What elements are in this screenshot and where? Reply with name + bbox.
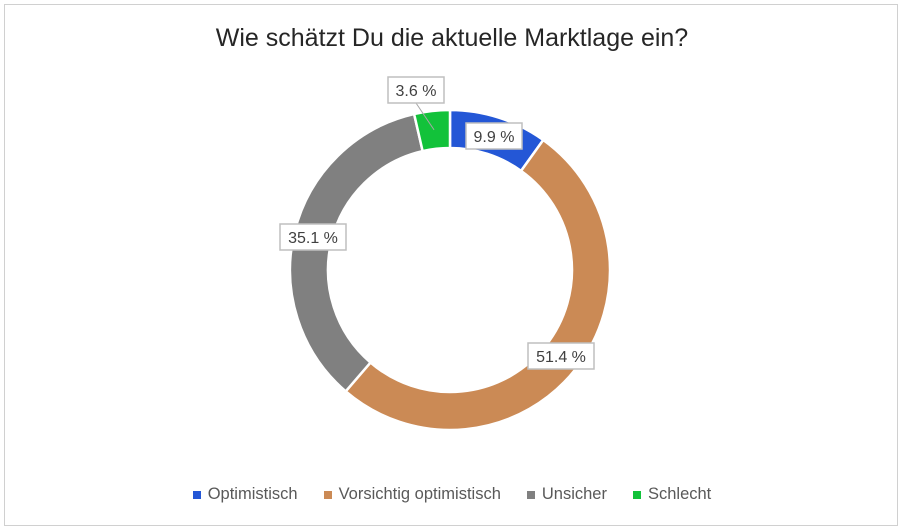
legend-label: Schlecht <box>647 485 712 503</box>
legend-item: Vorsichtig optimistisch <box>323 485 501 504</box>
legend-swatch <box>323 490 332 499</box>
legend-label: Unsicher <box>541 485 607 503</box>
donut-slice-unsicher <box>288 112 425 394</box>
data-label-box <box>279 223 347 251</box>
legend-label: Vorsichtig optimistisch <box>338 485 501 503</box>
data-label-text: 3.6 % <box>396 83 437 100</box>
legend-item: Schlecht <box>632 485 712 504</box>
data-label: 3.6 % <box>387 76 445 104</box>
data-label-box <box>387 76 445 104</box>
donut-slice-schlecht <box>412 108 452 153</box>
data-label-box <box>527 342 595 370</box>
legend-item: Optimistisch <box>192 485 298 504</box>
legend-item: Unsicher <box>526 485 607 504</box>
legend-swatch <box>192 490 201 499</box>
data-label-text: 9.9 % <box>474 129 515 146</box>
data-label-text: 51.4 % <box>536 349 586 366</box>
leader-line <box>415 102 435 131</box>
data-label: 9.9 % <box>465 122 523 150</box>
chart-title: Wie schätzt Du die aktuelle Marktlage ei… <box>215 24 689 52</box>
legend-swatch <box>632 490 641 499</box>
legend: Optimistisch Vorsichtig optimistisch Unsic… <box>0 485 904 504</box>
data-label: 51.4 % <box>527 342 595 370</box>
data-label-box <box>465 122 523 150</box>
data-label: 35.1 % <box>279 223 347 251</box>
data-label-text: 35.1 % <box>288 230 338 247</box>
chart-frame <box>4 4 898 526</box>
legend-swatch <box>526 490 535 499</box>
donut-slice-vorsichtig-optimistisch <box>343 138 612 432</box>
legend-label: Optimistisch <box>207 485 298 503</box>
